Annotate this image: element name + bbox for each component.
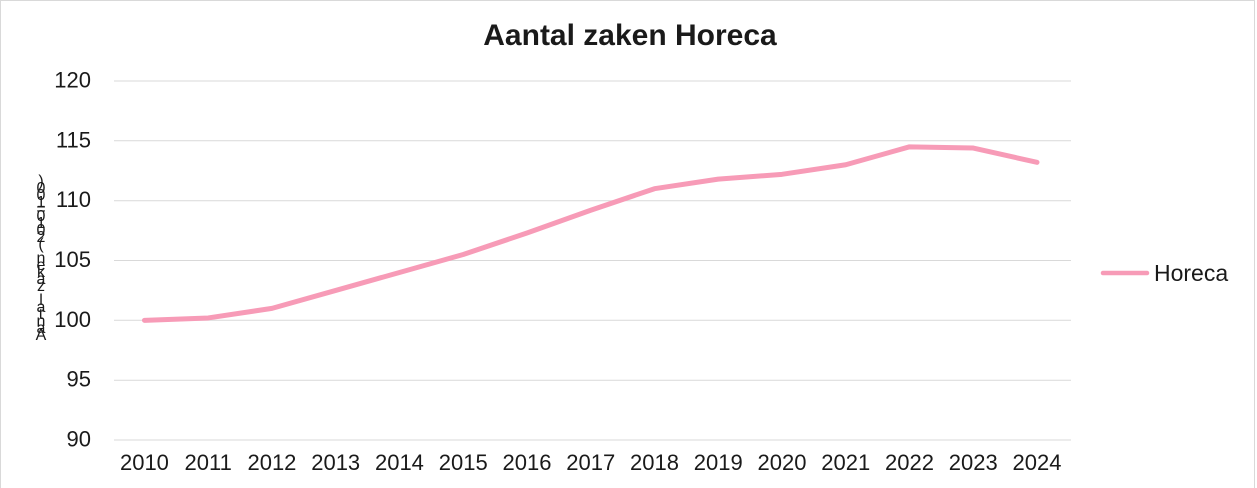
svg-text:2020: 2020 bbox=[758, 450, 807, 475]
svg-text:2010: 2010 bbox=[120, 450, 169, 475]
svg-text:2016: 2016 bbox=[502, 450, 551, 475]
svg-text:110: 110 bbox=[56, 187, 91, 212]
svg-text:2021: 2021 bbox=[821, 450, 870, 475]
svg-text:2023: 2023 bbox=[949, 450, 998, 475]
svg-text:2015: 2015 bbox=[439, 450, 488, 475]
svg-text:2011: 2011 bbox=[185, 450, 232, 475]
svg-text:115: 115 bbox=[56, 127, 91, 152]
svg-text:2019: 2019 bbox=[694, 450, 743, 475]
svg-text:120: 120 bbox=[54, 68, 91, 93]
svg-text:Horeca: Horeca bbox=[1154, 260, 1228, 286]
svg-text:2012: 2012 bbox=[247, 450, 296, 475]
svg-text:2013: 2013 bbox=[311, 450, 360, 475]
svg-text:90: 90 bbox=[67, 427, 91, 452]
svg-text:95: 95 bbox=[67, 367, 91, 392]
svg-text:2018: 2018 bbox=[630, 450, 679, 475]
svg-text:105: 105 bbox=[54, 247, 91, 272]
svg-text:Aantal zaken Horeca: Aantal zaken Horeca bbox=[483, 19, 777, 52]
svg-text:2014: 2014 bbox=[375, 450, 424, 475]
svg-text:2024: 2024 bbox=[1013, 450, 1062, 475]
svg-text:2022: 2022 bbox=[885, 450, 934, 475]
svg-text:100: 100 bbox=[54, 307, 91, 332]
svg-text:2017: 2017 bbox=[566, 450, 615, 475]
svg-text:A: A bbox=[36, 327, 47, 344]
